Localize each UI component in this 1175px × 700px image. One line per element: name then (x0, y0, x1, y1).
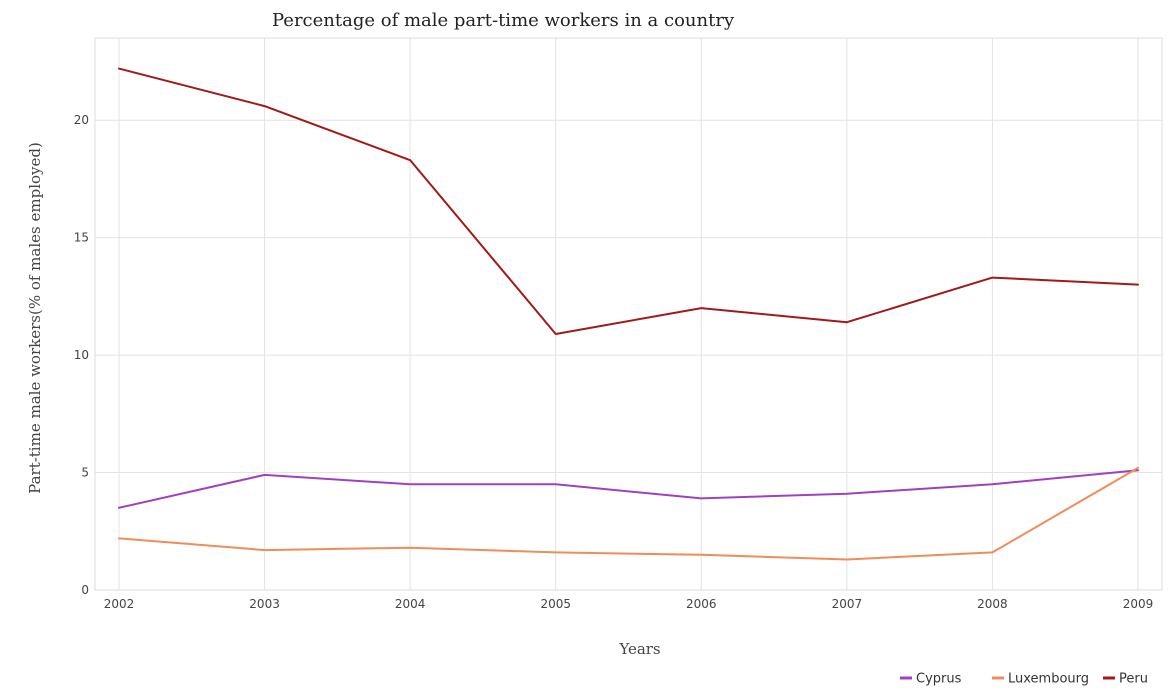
chart-title: Percentage of male part-time workers in … (272, 10, 735, 31)
x-tick-label: 2003 (249, 597, 280, 611)
series-lines (118, 67, 1139, 561)
y-tick-label: 0 (81, 583, 89, 597)
y-tick-label: 20 (74, 113, 89, 127)
legend-label-luxembourg: Luxembourg (1008, 672, 1089, 687)
x-tick-label: 2005 (540, 597, 571, 611)
y-axis-ticks: 0 5 10 15 20 (74, 113, 89, 597)
x-tick-label: 2002 (104, 597, 135, 611)
x-axis-label: Years (618, 640, 660, 658)
plot-frame (94, 37, 1163, 591)
x-tick-label: 2009 (1123, 597, 1154, 611)
series-peru (118, 67, 1139, 335)
legend-item-peru: Peru (1103, 672, 1148, 687)
legend-item-cyprus: Cyprus (900, 672, 962, 687)
series-line-luxembourg (118, 466, 1139, 561)
y-axis-label: Part-time male workers(% of males employ… (26, 142, 44, 494)
plot-border (94, 37, 1163, 591)
series-cyprus (118, 469, 1139, 509)
x-tick-label: 2004 (395, 597, 426, 611)
x-tick-label: 2008 (977, 597, 1008, 611)
grid (95, 38, 1162, 591)
y-tick-label: 15 (74, 231, 89, 245)
legend-label-peru: Peru (1119, 672, 1148, 687)
x-axis-ticks: 2002 2003 2004 2005 2006 2007 2008 2009 (104, 597, 1154, 611)
y-tick-label: 5 (81, 466, 89, 480)
x-tick-label: 2007 (832, 597, 863, 611)
series-line-cyprus (118, 469, 1139, 509)
series-luxembourg (118, 466, 1139, 561)
x-tick-label: 2006 (686, 597, 717, 611)
legend: Cyprus Luxembourg Peru (900, 672, 1148, 687)
legend-item-luxembourg: Luxembourg (992, 672, 1089, 687)
series-line-peru (118, 67, 1139, 335)
legend-label-cyprus: Cyprus (916, 672, 962, 687)
y-tick-label: 10 (74, 348, 89, 362)
